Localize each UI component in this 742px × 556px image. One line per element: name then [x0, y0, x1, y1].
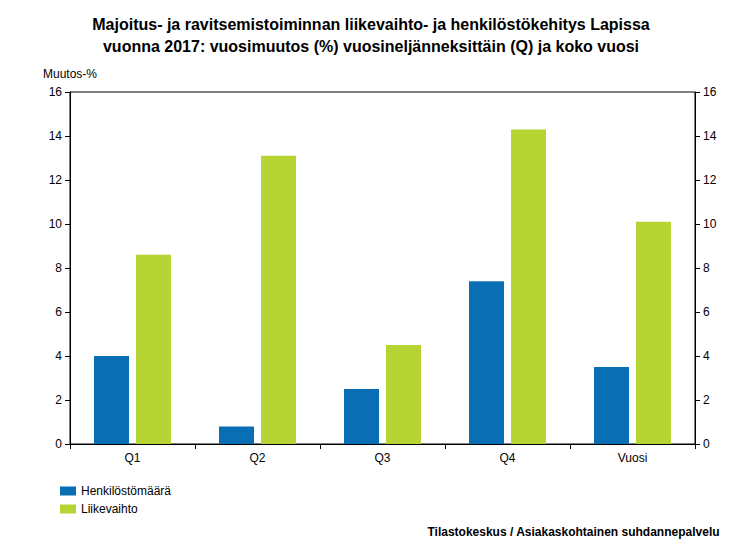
- svg-text:14: 14: [49, 129, 63, 143]
- svg-text:Q2: Q2: [249, 451, 265, 465]
- svg-text:0: 0: [703, 437, 710, 451]
- svg-text:10: 10: [703, 217, 717, 231]
- svg-text:Majoitus- ja ravitsemistoiminn: Majoitus- ja ravitsemistoiminnan liikeva…: [92, 16, 650, 33]
- svg-text:16: 16: [49, 85, 63, 99]
- svg-text:Q3: Q3: [374, 451, 390, 465]
- svg-text:Liikevaihto: Liikevaihto: [81, 502, 138, 516]
- svg-text:Q1: Q1: [124, 451, 140, 465]
- svg-text:2: 2: [55, 393, 62, 407]
- svg-text:Tilastokeskus / Asiakaskohtain: Tilastokeskus / Asiakaskohtainen suhdann…: [427, 525, 719, 539]
- svg-text:16: 16: [703, 85, 717, 99]
- svg-text:8: 8: [703, 261, 710, 275]
- svg-text:vuonna 2017: vuosimuutos (%) v: vuonna 2017: vuosimuutos (%) vuosineljän…: [103, 38, 639, 55]
- svg-text:Q4: Q4: [499, 451, 515, 465]
- svg-text:Muutos-%: Muutos-%: [43, 67, 97, 81]
- svg-text:6: 6: [55, 305, 62, 319]
- svg-text:Vuosi: Vuosi: [618, 451, 648, 465]
- svg-text:Henkilöstömäärä: Henkilöstömäärä: [81, 484, 171, 498]
- svg-text:0: 0: [55, 437, 62, 451]
- svg-text:10: 10: [49, 217, 63, 231]
- svg-text:14: 14: [703, 129, 717, 143]
- svg-text:4: 4: [703, 349, 710, 363]
- svg-text:4: 4: [55, 349, 62, 363]
- svg-text:12: 12: [703, 173, 717, 187]
- svg-text:6: 6: [703, 305, 710, 319]
- svg-text:2: 2: [703, 393, 710, 407]
- svg-text:8: 8: [55, 261, 62, 275]
- svg-text:12: 12: [49, 173, 63, 187]
